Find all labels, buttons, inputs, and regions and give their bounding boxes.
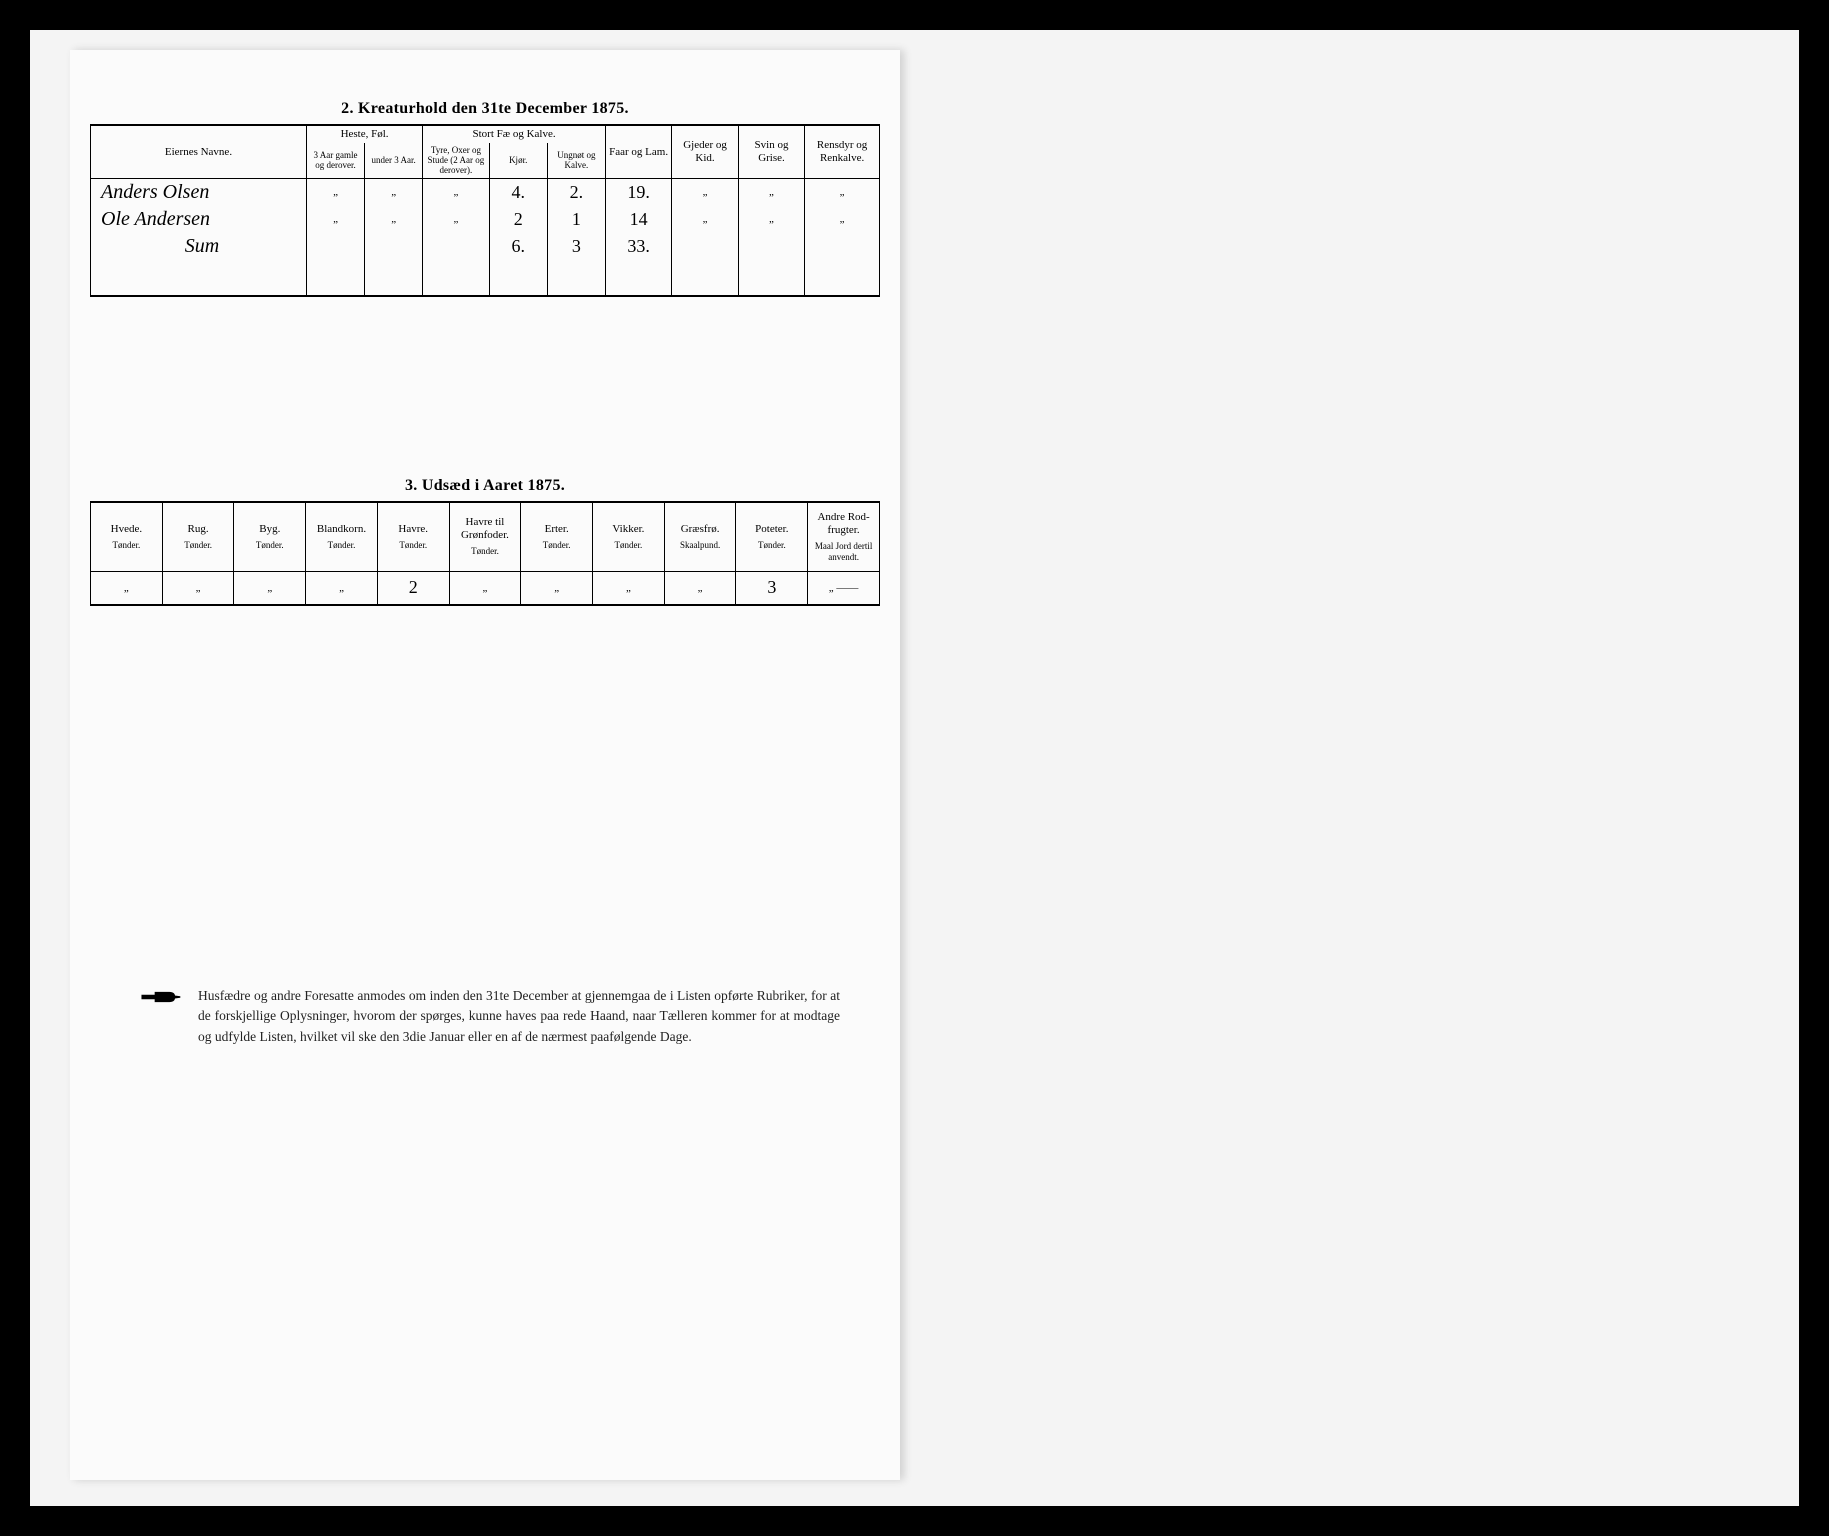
cell: „ [306, 178, 364, 206]
seed-cell: „ [234, 571, 306, 605]
cell: „ [672, 206, 738, 233]
seed-col: Havre til Grønfoder.Tønder. [449, 502, 521, 571]
owner-name: Anders Olsen [91, 178, 307, 206]
seed-col: Erter.Tønder. [521, 502, 593, 571]
footnote-text: Husfædre og andre Foresatte anmodes om i… [198, 986, 840, 1047]
cell: 19. [605, 178, 671, 206]
cell: 2 [489, 206, 547, 233]
seed-table: Hvede.Tønder. Rug.Tønder. Byg.Tønder. Bl… [90, 501, 880, 606]
col-horses-b: under 3 Aar. [365, 143, 423, 179]
section2-title: 2. Kreaturhold den 31te December 1875. [90, 100, 880, 118]
col-pigs: Svin og Grise. [738, 125, 804, 178]
cell: 1 [547, 206, 605, 233]
livestock-table: Eiernes Navne. Heste, Føl. Stort Fæ og K… [90, 124, 880, 297]
owner-name: Sum [91, 233, 307, 260]
owner-name: Ole Andersen [91, 206, 307, 233]
cell: „ [738, 178, 804, 206]
cell: „ [672, 178, 738, 206]
col-cattle-a: Tyre, Oxer og Stude (2 Aar og derover). [423, 143, 489, 179]
cell [423, 233, 489, 260]
section3-title: 3. Udsæd i Aaret 1875. [90, 477, 880, 495]
cell: „ [306, 206, 364, 233]
cell: 33. [605, 233, 671, 260]
seed-cell: „ [306, 571, 378, 605]
pointing-hand-icon [140, 986, 184, 1047]
seed-col: Poteter.Tønder. [736, 502, 808, 571]
seed-cell: „ [91, 571, 163, 605]
livestock-body: Anders Olsen „ „ „ 4. 2. 19. „ „ „ Ole A… [91, 178, 880, 296]
cell: 14 [605, 206, 671, 233]
seed-col: Andre Rod-frugter.Maal Jord dertil anven… [808, 502, 880, 571]
seed-col: Byg.Tønder. [234, 502, 306, 571]
seed-cell: „ —— [808, 571, 880, 605]
seed-cell: „ [593, 571, 665, 605]
seed-cell: „ [664, 571, 736, 605]
cell: 3 [547, 233, 605, 260]
cell [365, 233, 423, 260]
col-horses-a: 3 Aar gamle og derover. [306, 143, 364, 179]
cell: „ [423, 206, 489, 233]
cell: „ [365, 206, 423, 233]
cell: „ [738, 206, 804, 233]
cell: „ [423, 178, 489, 206]
cell [672, 233, 738, 260]
col-sheep: Faar og Lam. [605, 125, 671, 178]
col-horses: Heste, Føl. [306, 125, 422, 143]
seed-cell: 2 [377, 571, 449, 605]
cell [738, 233, 804, 260]
cell: „ [805, 178, 880, 206]
col-cattle-b: Kjør. [489, 143, 547, 179]
seed-col: Hvede.Tønder. [91, 502, 163, 571]
cell: „ [805, 206, 880, 233]
seed-cell: „ [162, 571, 234, 605]
seed-col: Blandkorn.Tønder. [306, 502, 378, 571]
seed-col: Havre.Tønder. [377, 502, 449, 571]
seed-cell: „ [521, 571, 593, 605]
cell [805, 233, 880, 260]
seed-cell: „ [449, 571, 521, 605]
footnote: Husfædre og andre Foresatte anmodes om i… [90, 986, 880, 1047]
seed-col: Rug.Tønder. [162, 502, 234, 571]
cell [306, 233, 364, 260]
seed-col: Græsfrø.Skaalpund. [664, 502, 736, 571]
col-goats: Gjeder og Kid. [672, 125, 738, 178]
document-page: 2. Kreaturhold den 31te December 1875. E… [70, 50, 900, 1480]
col-reindeer: Rensdyr og Renkalve. [805, 125, 880, 178]
cell: „ [365, 178, 423, 206]
col-cattle: Stort Fæ og Kalve. [423, 125, 606, 143]
cell: 4. [489, 178, 547, 206]
col-cattle-c: Ungnøt og Kalve. [547, 143, 605, 179]
cell: 2. [547, 178, 605, 206]
cell: 6. [489, 233, 547, 260]
seed-cell: 3 [736, 571, 808, 605]
seed-col: Vikker.Tønder. [593, 502, 665, 571]
col-owner: Eiernes Navne. [91, 125, 307, 178]
